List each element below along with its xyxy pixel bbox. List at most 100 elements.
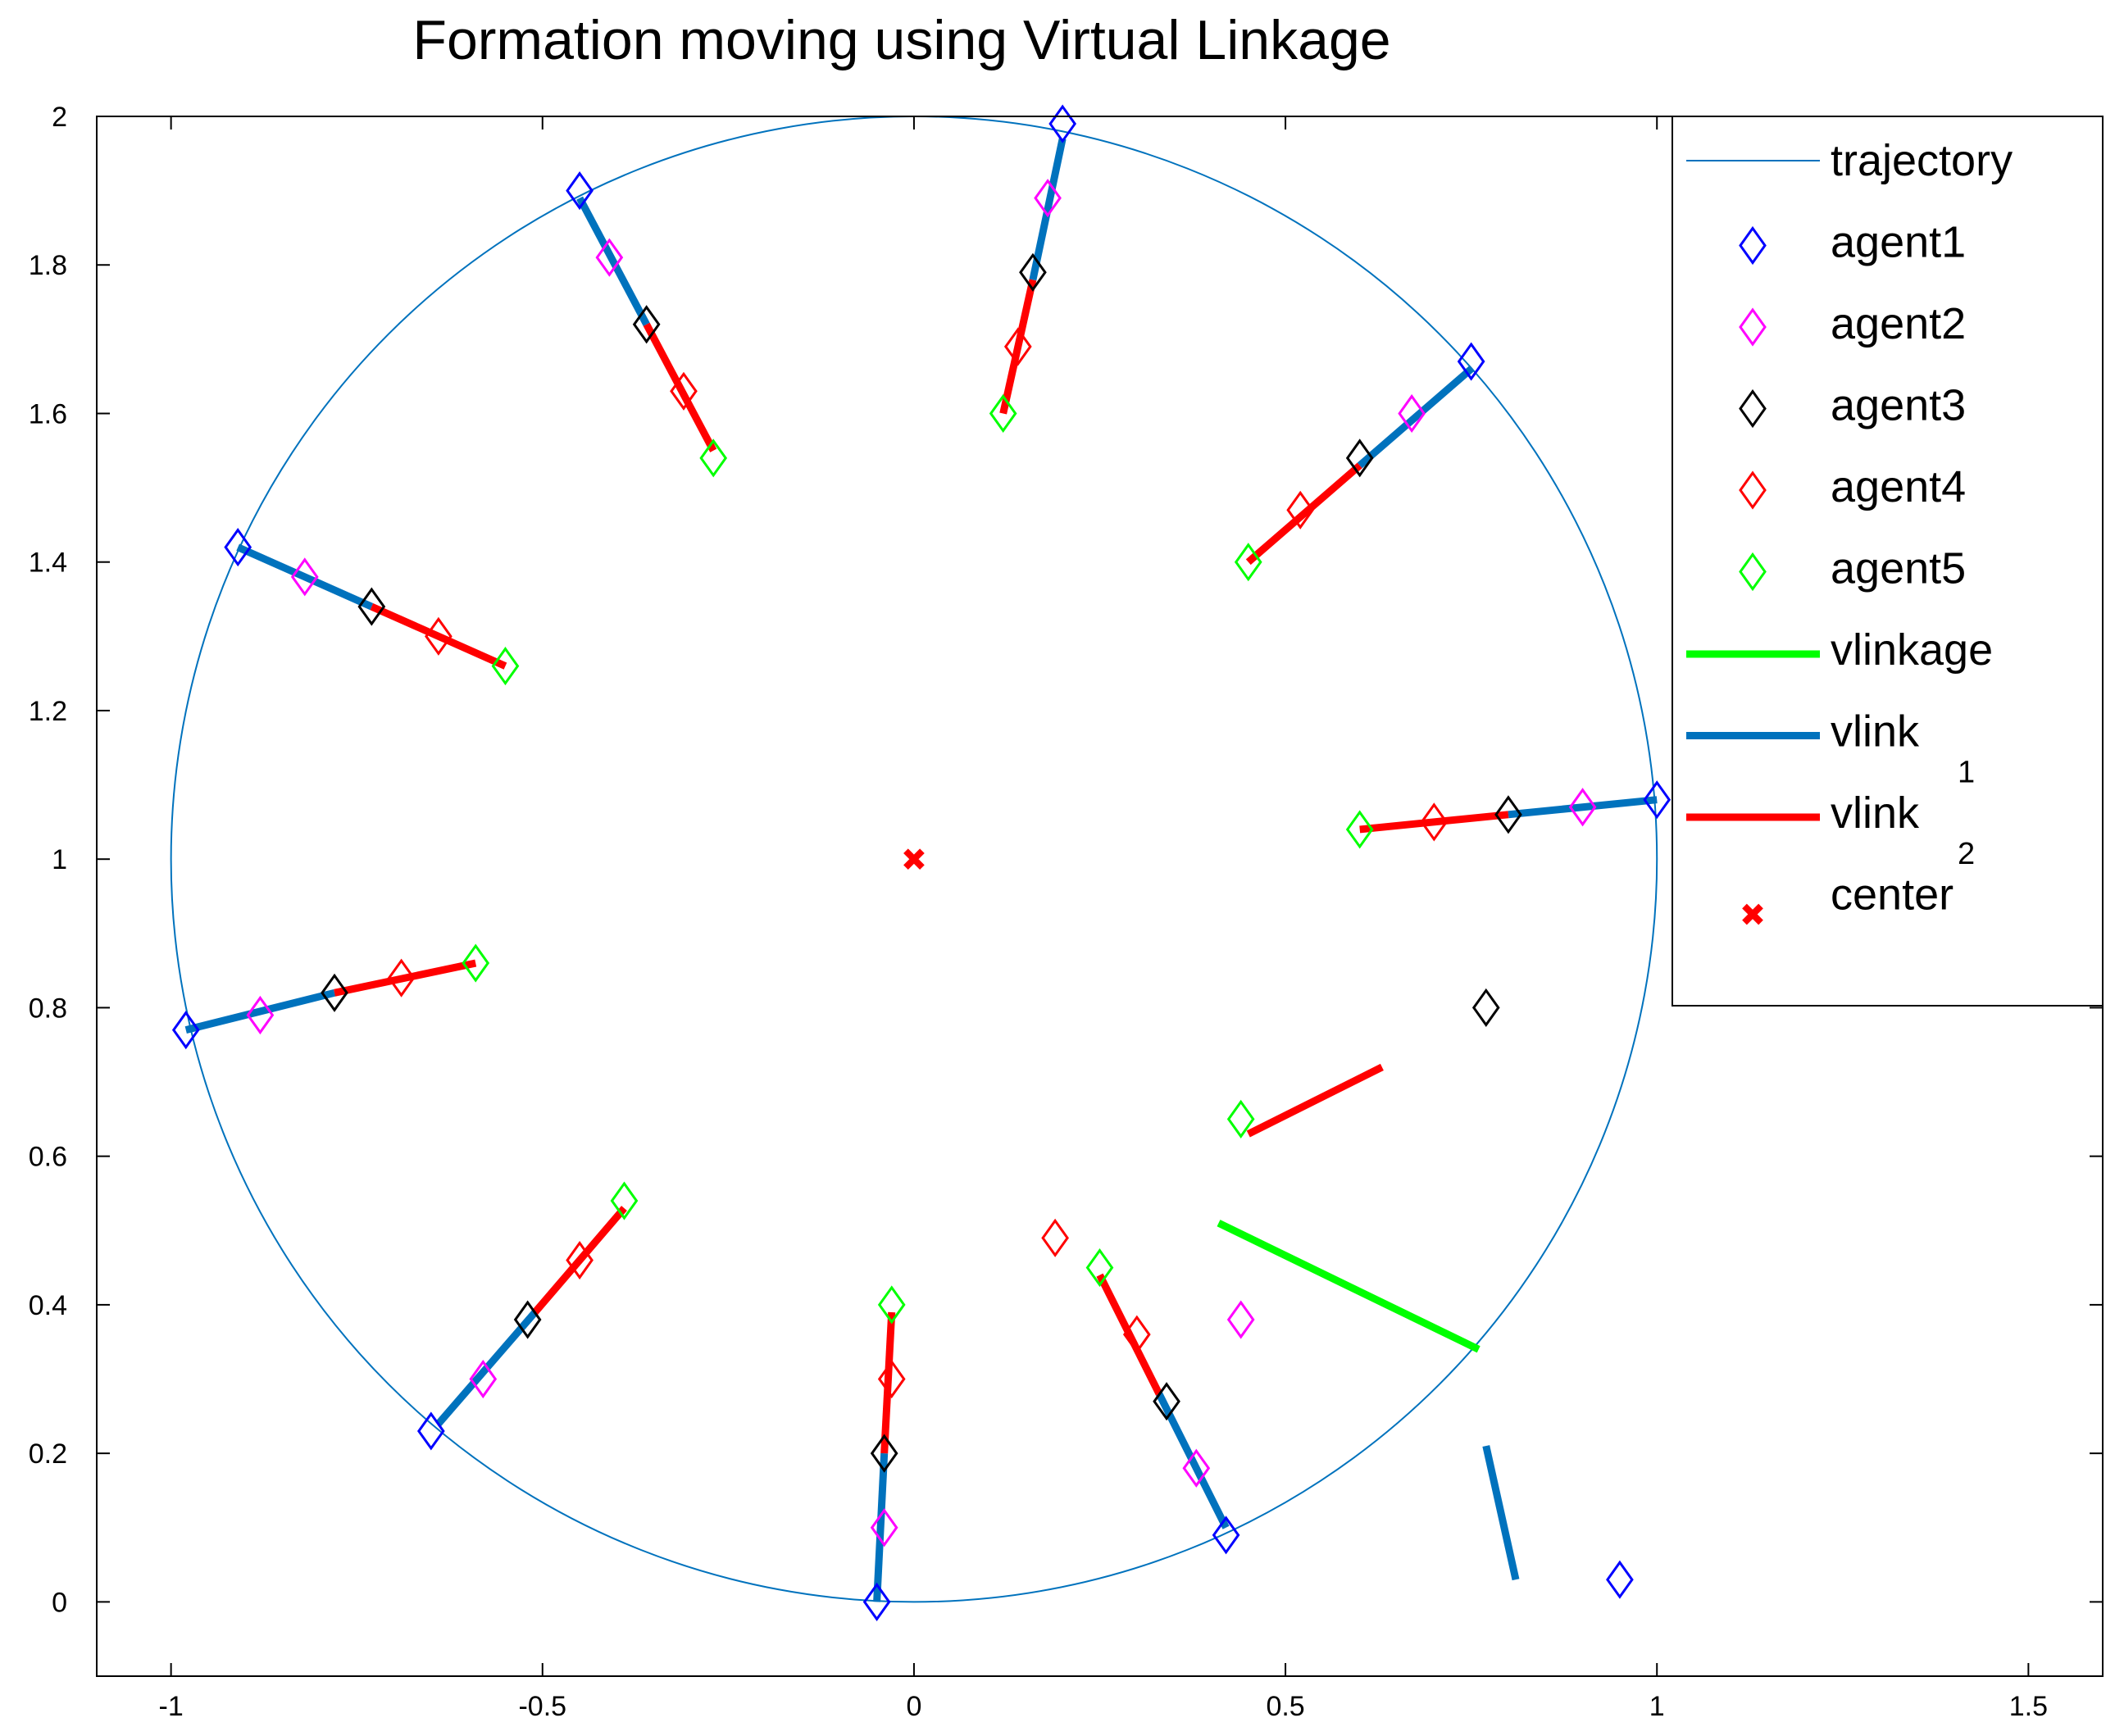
legend-swatch bbox=[1739, 389, 1767, 429]
legend-label: vlink bbox=[1831, 707, 1920, 757]
legend-label: center bbox=[1831, 870, 1954, 920]
formation-10 bbox=[566, 171, 728, 478]
agent4-marker bbox=[877, 1359, 906, 1399]
agent3-marker bbox=[513, 1300, 542, 1339]
center-marker bbox=[903, 848, 925, 870]
vlink2-line bbox=[532, 1206, 627, 1315]
vlink1-line bbox=[1155, 1392, 1230, 1529]
agent3-marker bbox=[321, 973, 348, 1012]
agent5-marker bbox=[877, 1285, 906, 1325]
agent3-marker bbox=[632, 305, 661, 344]
x-tick-label: 0.5 bbox=[1266, 1691, 1304, 1722]
agent2-marker bbox=[246, 995, 275, 1035]
agent1-marker bbox=[566, 171, 594, 211]
vlink2-line bbox=[999, 279, 1037, 415]
agent4-marker bbox=[425, 616, 453, 656]
agent1-marker bbox=[862, 1582, 891, 1621]
y-tick-label: 1 bbox=[52, 844, 67, 875]
agent5-marker bbox=[989, 393, 1017, 434]
x-tick-label: -1 bbox=[159, 1691, 184, 1722]
vlink2-line bbox=[370, 602, 507, 670]
agent5-marker bbox=[1226, 1099, 1255, 1138]
legend-swatch bbox=[1739, 470, 1767, 510]
legend-swatch bbox=[1739, 307, 1767, 347]
legend-swatch-stroke-b bbox=[1742, 903, 1763, 925]
agent2-marker bbox=[1034, 179, 1062, 218]
agent1-marker bbox=[416, 1411, 445, 1451]
vlink1-line bbox=[184, 988, 336, 1034]
legend-box bbox=[1672, 116, 2104, 1007]
y-tick-label: 0.2 bbox=[29, 1438, 67, 1470]
legend-label: agent2 bbox=[1831, 299, 1966, 348]
legend-item-vlink1: vlink 1 bbox=[1686, 707, 1975, 790]
agent3-marker bbox=[870, 1434, 898, 1473]
legend-item-vlinkage: vlinkage bbox=[1686, 625, 1993, 675]
vlink1-line bbox=[576, 196, 650, 326]
agent5-marker bbox=[610, 1181, 639, 1220]
legend-label: vlinkage bbox=[1831, 625, 1993, 675]
agent3-marker bbox=[1345, 439, 1374, 478]
agent2-marker bbox=[870, 1508, 898, 1547]
y-tick-label: 0.4 bbox=[29, 1290, 67, 1321]
legend-label: vlink bbox=[1831, 788, 1920, 838]
vlink2-line bbox=[1246, 1063, 1384, 1138]
legend-swatch bbox=[1739, 552, 1767, 592]
formation-1 bbox=[989, 104, 1077, 434]
agent4-marker bbox=[1286, 490, 1315, 529]
y-tick-label: 1.4 bbox=[29, 548, 67, 579]
y-tick-label: 2 bbox=[52, 102, 67, 133]
agent1-marker bbox=[1643, 780, 1672, 820]
legend-item-agent3: agent3 bbox=[1739, 381, 1966, 430]
vlink2-line bbox=[1359, 811, 1509, 834]
legend-subscript: 1 bbox=[1958, 756, 1975, 790]
vlink1-line bbox=[236, 543, 374, 611]
vlink2-line bbox=[334, 959, 477, 997]
agent4-marker bbox=[1420, 802, 1449, 842]
x-tick-label: 1.5 bbox=[2009, 1691, 2048, 1722]
formation-3 bbox=[1345, 780, 1672, 849]
legend-item-vlink2: vlink 2 bbox=[1686, 788, 1975, 871]
agent3-marker bbox=[1019, 252, 1047, 292]
agent4-marker bbox=[1003, 327, 1032, 366]
formation-8 bbox=[171, 943, 490, 1050]
plot-area bbox=[170, 104, 1672, 1621]
vlink2-line bbox=[1096, 1273, 1163, 1396]
vlink1-line bbox=[1508, 796, 1658, 819]
formation-2 bbox=[1234, 342, 1485, 582]
agent4-marker bbox=[1122, 1315, 1151, 1354]
formation-6 bbox=[862, 1285, 906, 1621]
legend: trajectory agent1 agent2 agent3 agent4 agent5… bbox=[1672, 116, 2104, 1007]
legend-label: agent1 bbox=[1831, 218, 1966, 267]
agent3-marker bbox=[1153, 1382, 1180, 1421]
formation-4 bbox=[1041, 988, 1634, 1599]
agent3-marker bbox=[1494, 795, 1522, 834]
x-tick-label: 0 bbox=[906, 1691, 921, 1722]
agent1-marker bbox=[1048, 104, 1077, 143]
agent1-marker bbox=[1212, 1516, 1240, 1555]
vlink1-line bbox=[1029, 138, 1067, 281]
formation-5 bbox=[1085, 1248, 1240, 1555]
legend-label: agent4 bbox=[1831, 462, 1966, 511]
y-tick-label: 1.8 bbox=[29, 250, 67, 281]
agent5-marker bbox=[1085, 1248, 1114, 1288]
legend-item-agent1: agent1 bbox=[1739, 218, 1966, 267]
legend-label: trajectory bbox=[1831, 136, 2013, 185]
vlink1-line bbox=[873, 1452, 889, 1602]
formation-9 bbox=[224, 528, 520, 686]
legend-swatch bbox=[1742, 903, 1763, 925]
agent2-marker bbox=[1182, 1448, 1211, 1488]
agent1-marker bbox=[1606, 1560, 1634, 1599]
agent5-marker bbox=[462, 943, 490, 983]
agent1-marker bbox=[1457, 342, 1485, 381]
x-tick-label: 1 bbox=[1649, 1691, 1665, 1722]
y-tick-label: 0 bbox=[52, 1587, 67, 1618]
agent5-marker bbox=[1234, 543, 1262, 582]
legend-swatch bbox=[1739, 225, 1767, 266]
vlink2-line bbox=[1245, 462, 1362, 566]
legend-item-trajectory: trajectory bbox=[1686, 136, 2013, 185]
agent2-marker bbox=[1226, 1300, 1255, 1339]
x-tick-label: -0.5 bbox=[518, 1691, 566, 1722]
agent2-marker bbox=[469, 1359, 498, 1399]
legend-item-agent5: agent5 bbox=[1739, 544, 1966, 593]
